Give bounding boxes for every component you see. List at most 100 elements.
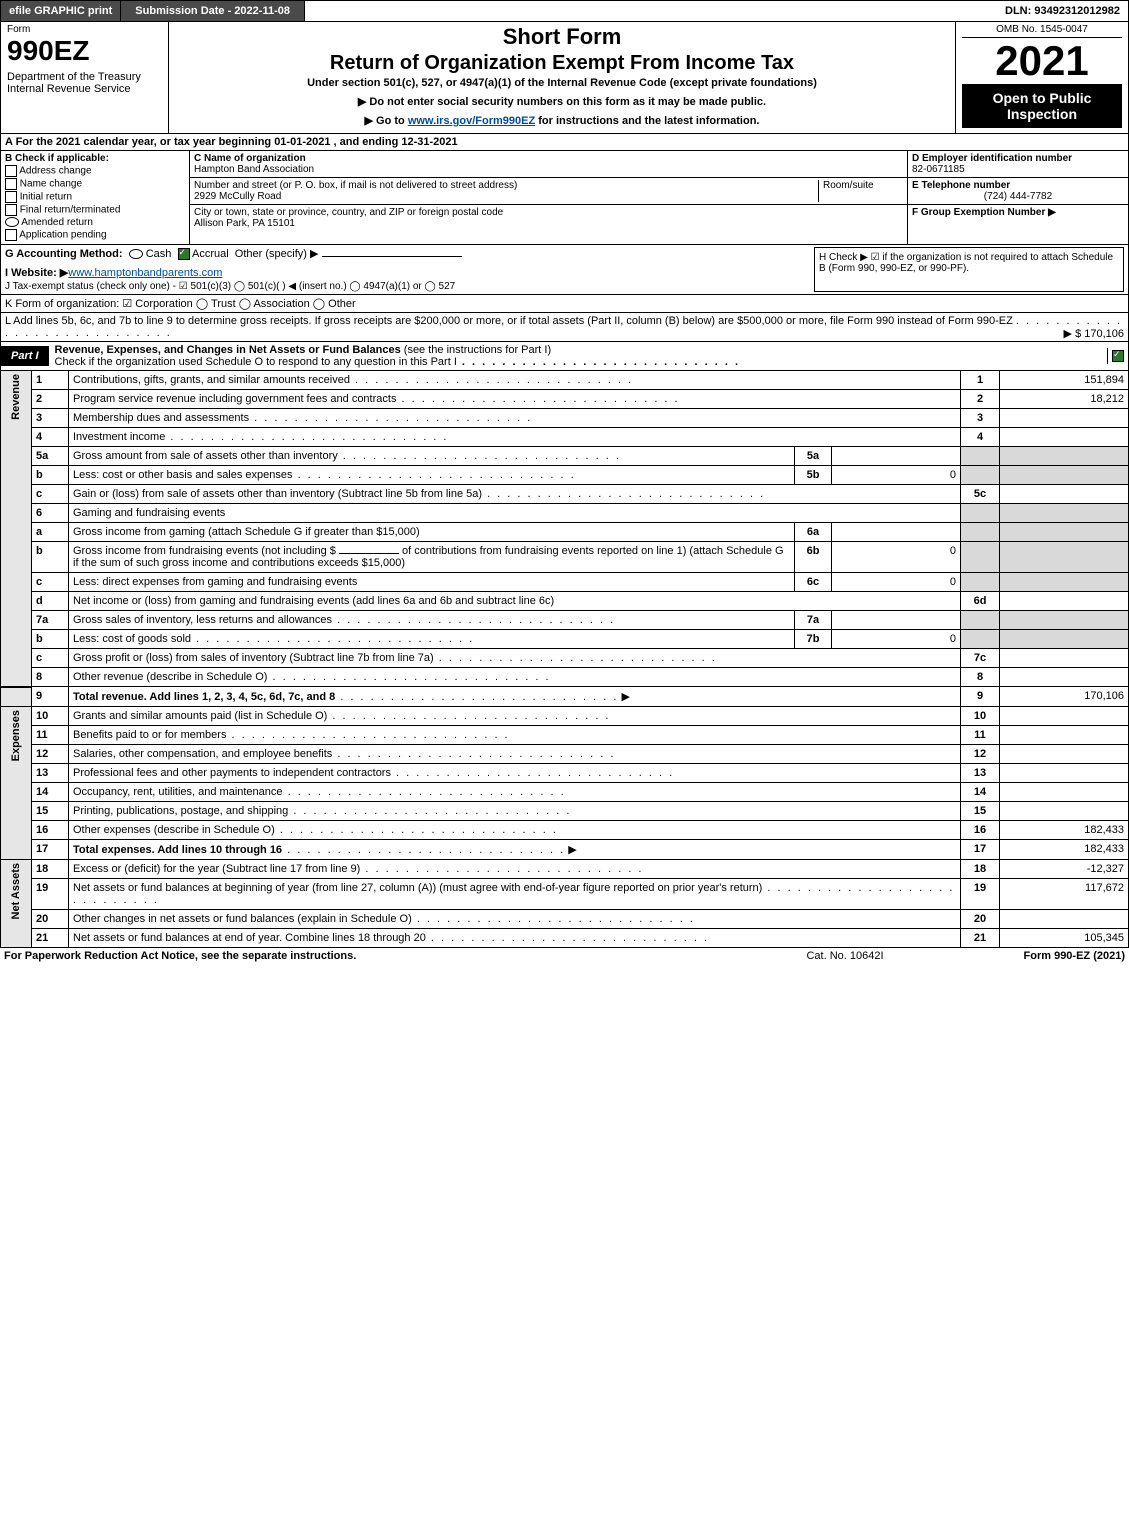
l6a-text: Gross income from gaming (attach Schedul… (69, 523, 795, 542)
l19-text: Net assets or fund balances at beginning… (69, 879, 961, 910)
note2-post: for instructions and the latest informat… (535, 115, 759, 127)
block-BCD: B Check if applicable: Address change Na… (0, 151, 1129, 245)
part1-badge: Part I (1, 346, 49, 366)
l9-text: Total revenue. Add lines 1, 2, 3, 4, 5c,… (69, 687, 961, 707)
website-link[interactable]: www.hamptonbandparents.com (68, 267, 222, 279)
l17-val: 182,433 (1000, 840, 1129, 860)
header-right: OMB No. 1545-0047 2021 Open to Public In… (956, 22, 1128, 133)
l5c-val (1000, 485, 1129, 504)
l7c-text: Gross profit or (loss) from sales of inv… (69, 649, 961, 668)
C-street-cell: Number and street (or P. O. box, if mail… (190, 178, 907, 205)
l6b-mv: 0 (832, 542, 961, 573)
l14-rn: 14 (961, 783, 1000, 802)
top-bar: efile GRAPHIC print Submission Date - 20… (0, 0, 1129, 22)
l6c-num: c (32, 573, 69, 592)
cb-initial-return[interactable]: Initial return (5, 191, 185, 203)
tax-year: 2021 (962, 40, 1122, 82)
l5c-rn: 5c (961, 485, 1000, 504)
l13-text: Professional fees and other payments to … (69, 764, 961, 783)
short-form-title: Short Form (175, 24, 949, 50)
g-other: Other (specify) ▶ (235, 248, 319, 260)
org-street: 2929 McCully Road (194, 191, 281, 202)
cb-name-change[interactable]: Name change (5, 178, 185, 190)
part1-checkbox[interactable] (1107, 348, 1128, 364)
G-label: G Accounting Method: (5, 248, 123, 260)
spacer (305, 1, 997, 21)
F-group-label: F Group Exemption Number ▶ (912, 207, 1056, 218)
l5b-mn: 5b (795, 466, 832, 485)
l3-num: 3 (32, 409, 69, 428)
g-other-input[interactable] (322, 256, 462, 257)
l19-val: 117,672 (1000, 879, 1129, 910)
open-to-public: Open to Public Inspection (962, 84, 1122, 128)
l4-num: 4 (32, 428, 69, 447)
l7a-mv (832, 611, 961, 630)
room-label: Room/suite (823, 180, 874, 191)
l6c-text: Less: direct expenses from gaming and fu… (69, 573, 795, 592)
l17-text: Total expenses. Add lines 10 through 16 … (69, 840, 961, 860)
L-line: L Add lines 5b, 6c, and 7b to line 9 to … (0, 313, 1129, 342)
dln: DLN: 93492312012982 (997, 1, 1128, 21)
l5b-num: b (32, 466, 69, 485)
sidetab-netassets: Net Assets (1, 860, 32, 948)
footer-mid: Cat. No. 10642I (745, 950, 945, 962)
l10-rn: 10 (961, 707, 1000, 726)
note-ssn: ▶ Do not enter social security numbers o… (175, 95, 949, 108)
l2-text: Program service revenue including govern… (69, 390, 961, 409)
cb-final-return[interactable]: Final return/terminated (5, 204, 185, 216)
sidetab-revenue: Revenue (1, 371, 32, 687)
l16-text: Other expenses (describe in Schedule O) (69, 821, 961, 840)
cb-amended-return[interactable]: Amended return (5, 217, 185, 228)
l10-num: 10 (32, 707, 69, 726)
row-GH: G Accounting Method: Cash Accrual Other … (0, 245, 1129, 295)
l8-rn: 8 (961, 668, 1000, 687)
l4-rn: 4 (961, 428, 1000, 447)
line-A: A For the 2021 calendar year, or tax yea… (0, 134, 1129, 151)
l2-rn: 2 (961, 390, 1000, 409)
cb-application-pending[interactable]: Application pending (5, 229, 185, 241)
l9-num: 9 (32, 687, 69, 707)
note2-pre: ▶ Go to (365, 115, 408, 127)
l7c-rn: 7c (961, 649, 1000, 668)
H-block: H Check ▶ ☑ if the organization is not r… (814, 247, 1124, 292)
l3-rn: 3 (961, 409, 1000, 428)
irs-link[interactable]: www.irs.gov/Form990EZ (408, 115, 535, 127)
l7b-mn: 7b (795, 630, 832, 649)
l6-text: Gaming and fundraising events (69, 504, 961, 523)
line-A-text: A For the 2021 calendar year, or tax yea… (5, 136, 458, 148)
cb-address-change[interactable]: Address change (5, 165, 185, 177)
l6d-text: Net income or (loss) from gaming and fun… (69, 592, 961, 611)
l12-rn: 12 (961, 745, 1000, 764)
l16-rn: 16 (961, 821, 1000, 840)
l14-val (1000, 783, 1129, 802)
l5a-val (1000, 447, 1129, 466)
efile-print-button[interactable]: efile GRAPHIC print (1, 1, 121, 21)
l8-text: Other revenue (describe in Schedule O) (69, 668, 961, 687)
l14-text: Occupancy, rent, utilities, and maintena… (69, 783, 961, 802)
l6b-val (1000, 542, 1129, 573)
g-accrual-check[interactable] (178, 248, 190, 260)
l17-rn: 17 (961, 840, 1000, 860)
l15-rn: 15 (961, 802, 1000, 821)
l6d-rn: 6d (961, 592, 1000, 611)
l5b-text: Less: cost or other basis and sales expe… (69, 466, 795, 485)
l7a-num: 7a (32, 611, 69, 630)
l15-num: 15 (32, 802, 69, 821)
l6b-rn (961, 542, 1000, 573)
g-cash-radio[interactable] (129, 249, 143, 259)
l10-text: Grants and similar amounts paid (list in… (69, 707, 961, 726)
l6c-val (1000, 573, 1129, 592)
l9-rn: 9 (961, 687, 1000, 707)
l5b-val (1000, 466, 1129, 485)
org-name: Hampton Band Association (194, 164, 314, 175)
l11-val (1000, 726, 1129, 745)
l8-val (1000, 668, 1129, 687)
I-label: I Website: ▶ (5, 267, 68, 279)
l7b-mv: 0 (832, 630, 961, 649)
l7c-num: c (32, 649, 69, 668)
l6b-num: b (32, 542, 69, 573)
l6d-num: d (32, 592, 69, 611)
l11-rn: 11 (961, 726, 1000, 745)
l12-text: Salaries, other compensation, and employ… (69, 745, 961, 764)
E-tel-label: E Telephone number (912, 180, 1010, 191)
